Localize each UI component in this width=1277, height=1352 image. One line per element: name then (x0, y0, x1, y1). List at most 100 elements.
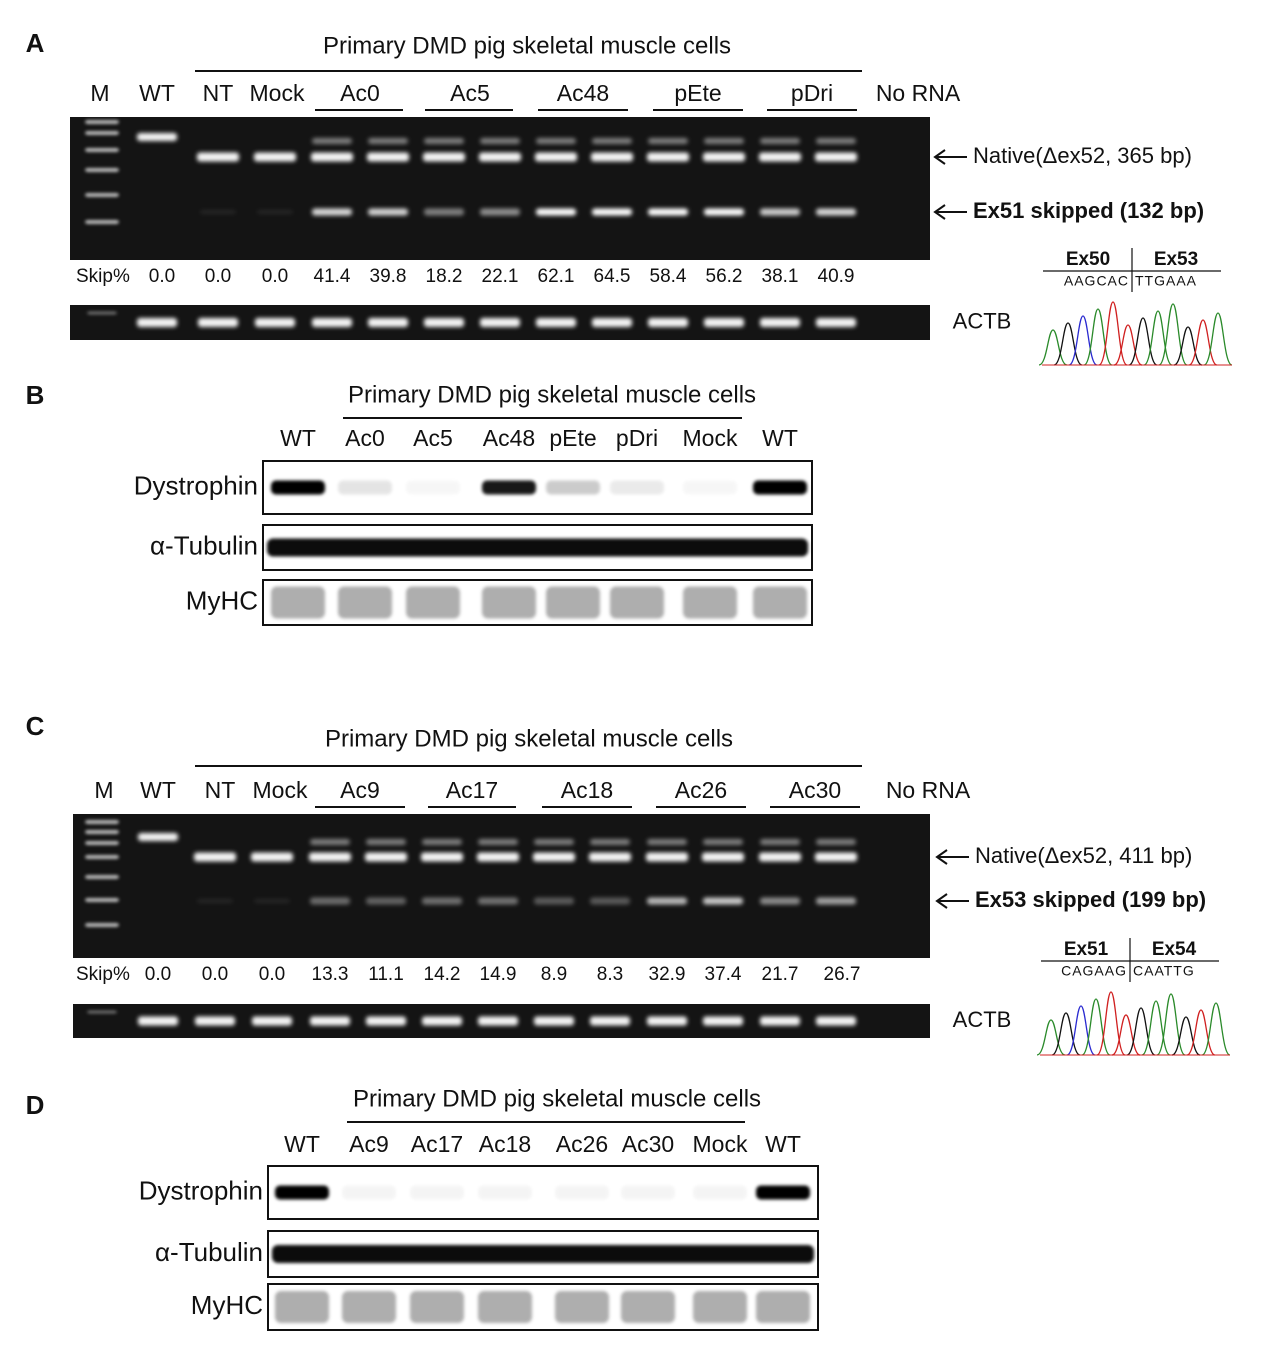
band (85, 168, 119, 172)
band (85, 855, 119, 859)
row-label: MyHC (191, 1290, 263, 1320)
blot-band (338, 586, 392, 619)
reference-label: ACTB (953, 1007, 1012, 1032)
skip-value: 8.9 (541, 964, 567, 985)
blot-band (753, 480, 807, 495)
band (254, 152, 296, 162)
lane-label: Ac48 (557, 80, 609, 106)
blot-band (275, 1291, 329, 1323)
band (536, 138, 576, 144)
trace (1038, 329, 1068, 366)
skip-label: Skip% (76, 964, 130, 985)
arrow-head (933, 204, 946, 220)
band (648, 138, 688, 144)
lane-label: Ac9 (349, 1131, 389, 1157)
gel (70, 117, 930, 260)
band (815, 152, 857, 162)
band (703, 839, 743, 845)
band (421, 852, 463, 862)
blot-band (546, 586, 600, 619)
blot-band (410, 1185, 464, 1200)
lane-label: pDri (791, 80, 833, 106)
lane-label: WT (139, 80, 175, 106)
trace (1096, 991, 1126, 1056)
trace (1081, 998, 1111, 1056)
blot-row (267, 1230, 819, 1278)
lane-label: M (90, 80, 109, 106)
lane-label: No RNA (876, 80, 961, 106)
blot-band (482, 480, 536, 495)
band (703, 1016, 743, 1026)
blot-band (271, 480, 325, 495)
band (309, 852, 351, 862)
band (423, 152, 465, 162)
lane-label: Ac5 (450, 80, 490, 106)
sequence: CAGAAG (1061, 963, 1127, 979)
band (424, 138, 464, 144)
band (480, 318, 520, 327)
band (366, 1016, 406, 1026)
band (647, 897, 687, 905)
lane-label: Ac26 (675, 777, 727, 803)
blot-row (267, 1165, 819, 1220)
band (703, 897, 743, 905)
skip-value: 0.0 (149, 266, 175, 287)
band (592, 208, 632, 216)
trace (1141, 1000, 1171, 1056)
band (704, 208, 744, 216)
band (422, 839, 462, 845)
band (647, 152, 689, 162)
band (648, 318, 688, 327)
lane-label: Ac48 (483, 425, 535, 451)
band (365, 852, 407, 862)
lane-label: Ac18 (479, 1131, 531, 1157)
band (85, 820, 119, 824)
skip-value: 39.8 (370, 266, 407, 287)
trace (1051, 1012, 1081, 1056)
band (704, 318, 744, 327)
band (85, 193, 119, 197)
band (760, 138, 800, 144)
blot-row (262, 579, 813, 626)
band (310, 1016, 350, 1026)
lane-label: pDri (616, 425, 658, 451)
band (366, 897, 406, 905)
blot-band (406, 586, 460, 619)
band (536, 208, 576, 216)
trace (1128, 317, 1158, 366)
band (589, 852, 631, 862)
band (759, 152, 801, 162)
trace (1066, 1005, 1096, 1056)
band (87, 1010, 117, 1014)
lane-label: Ac18 (561, 777, 613, 803)
band (534, 1016, 574, 1026)
skip-value: 38.1 (762, 266, 799, 287)
band (816, 1016, 856, 1026)
band (533, 852, 575, 862)
actb-gel (70, 305, 930, 340)
lane-label: WT (284, 1131, 320, 1157)
trace (1201, 1002, 1231, 1056)
lane-label: WT (765, 1131, 801, 1157)
band (251, 852, 293, 862)
band (87, 311, 117, 315)
skip-value: 32.9 (649, 964, 686, 985)
trace (1188, 319, 1218, 366)
exon-label: Ex51 (1064, 939, 1109, 960)
lane-label: Mock (693, 1131, 748, 1157)
skip-value: 62.1 (538, 266, 575, 287)
blot-band (683, 481, 737, 495)
sequence: AAGCAC (1064, 273, 1129, 289)
band (367, 152, 409, 162)
panel-label: C (26, 711, 45, 741)
band (252, 1016, 292, 1026)
skip-value: 0.0 (202, 964, 228, 985)
native-label: Native(Δex52, 411 bp) (975, 843, 1192, 868)
blot-band (272, 1245, 814, 1263)
arrow-head (935, 893, 948, 909)
band (85, 131, 119, 135)
band (760, 1016, 800, 1026)
skip-value: 0.0 (205, 266, 231, 287)
blot-band (610, 586, 664, 619)
gel (73, 814, 930, 958)
